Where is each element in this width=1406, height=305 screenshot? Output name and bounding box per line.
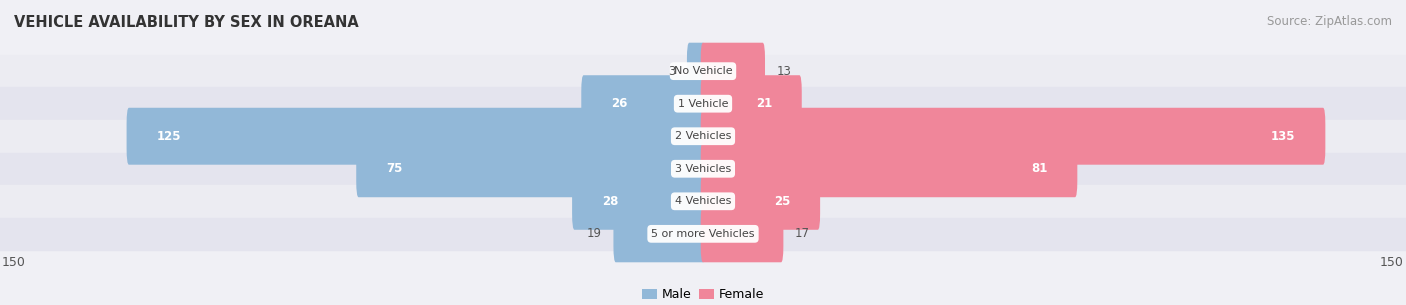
FancyBboxPatch shape: [356, 140, 706, 197]
FancyBboxPatch shape: [700, 75, 801, 132]
Text: 1 Vehicle: 1 Vehicle: [678, 99, 728, 109]
Bar: [0, 217, 1406, 250]
Text: 75: 75: [387, 162, 402, 175]
Text: 21: 21: [755, 97, 772, 110]
FancyBboxPatch shape: [581, 75, 706, 132]
Text: 3 Vehicles: 3 Vehicles: [675, 164, 731, 174]
Text: 26: 26: [612, 97, 627, 110]
FancyBboxPatch shape: [700, 173, 820, 230]
FancyBboxPatch shape: [127, 108, 706, 165]
FancyBboxPatch shape: [700, 108, 1326, 165]
Text: 3: 3: [668, 65, 675, 78]
Text: 19: 19: [586, 227, 602, 240]
Text: 81: 81: [1031, 162, 1047, 175]
Text: 13: 13: [776, 65, 792, 78]
Legend: Male, Female: Male, Female: [637, 283, 769, 305]
Text: 2 Vehicles: 2 Vehicles: [675, 131, 731, 141]
Text: 4 Vehicles: 4 Vehicles: [675, 196, 731, 206]
Bar: [0, 185, 1406, 217]
Text: 125: 125: [156, 130, 181, 143]
Text: 28: 28: [602, 195, 619, 208]
FancyBboxPatch shape: [700, 43, 765, 100]
FancyBboxPatch shape: [700, 140, 1077, 197]
Text: 5 or more Vehicles: 5 or more Vehicles: [651, 229, 755, 239]
Bar: [0, 88, 1406, 120]
FancyBboxPatch shape: [613, 205, 706, 262]
FancyBboxPatch shape: [688, 43, 706, 100]
Text: 17: 17: [794, 227, 810, 240]
Text: Source: ZipAtlas.com: Source: ZipAtlas.com: [1267, 15, 1392, 28]
Bar: [0, 152, 1406, 185]
FancyBboxPatch shape: [700, 205, 783, 262]
Text: No Vehicle: No Vehicle: [673, 66, 733, 76]
Text: VEHICLE AVAILABILITY BY SEX IN OREANA: VEHICLE AVAILABILITY BY SEX IN OREANA: [14, 15, 359, 30]
FancyBboxPatch shape: [572, 173, 706, 230]
Text: 135: 135: [1271, 130, 1295, 143]
Bar: [0, 120, 1406, 152]
Text: 25: 25: [773, 195, 790, 208]
Bar: [0, 55, 1406, 88]
